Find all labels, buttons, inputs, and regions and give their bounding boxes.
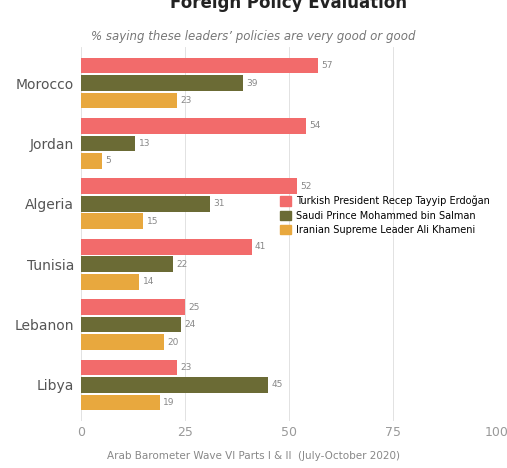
Bar: [81, 395, 160, 410]
Bar: [81, 334, 164, 350]
Bar: [81, 274, 139, 290]
Text: 39: 39: [246, 79, 258, 88]
Text: 19: 19: [163, 398, 175, 407]
Text: Arab Barometer Wave VI Parts I & II  (July-October 2020): Arab Barometer Wave VI Parts I & II (Jul…: [107, 451, 400, 461]
Legend: Turkish President Recep Tayyip Erdoğan, Saudi Prince Mohammed bin Salman, Irania: Turkish President Recep Tayyip Erdoğan, …: [278, 194, 492, 237]
Bar: [81, 317, 181, 332]
Text: 54: 54: [309, 121, 320, 131]
Bar: [81, 136, 135, 151]
Text: 25: 25: [189, 303, 200, 312]
Bar: [81, 118, 306, 134]
Text: 45: 45: [272, 380, 283, 389]
Text: 13: 13: [138, 139, 150, 148]
Bar: [81, 196, 210, 212]
Bar: [81, 377, 268, 393]
Text: 52: 52: [301, 182, 312, 191]
Text: 14: 14: [142, 277, 154, 286]
Bar: [81, 75, 243, 91]
Bar: [81, 256, 172, 272]
Text: 31: 31: [213, 199, 225, 208]
Text: 41: 41: [255, 242, 266, 251]
Text: 22: 22: [176, 260, 187, 269]
Text: 23: 23: [180, 363, 192, 372]
Bar: [81, 239, 251, 255]
Bar: [81, 178, 297, 194]
Bar: [81, 299, 185, 315]
Text: 57: 57: [321, 61, 333, 70]
Text: 5: 5: [105, 156, 111, 165]
Title: Foreign Policy Evaluation: Foreign Policy Evaluation: [170, 0, 408, 12]
Bar: [81, 58, 318, 73]
Bar: [81, 213, 143, 229]
Text: 23: 23: [180, 96, 192, 105]
Text: 15: 15: [147, 217, 158, 226]
Bar: [81, 359, 177, 375]
Text: % saying these leaders’ policies are very good or good: % saying these leaders’ policies are ver…: [91, 30, 416, 44]
Bar: [81, 93, 177, 109]
Bar: [81, 153, 102, 169]
Text: 24: 24: [184, 320, 196, 329]
Text: 20: 20: [168, 337, 179, 347]
